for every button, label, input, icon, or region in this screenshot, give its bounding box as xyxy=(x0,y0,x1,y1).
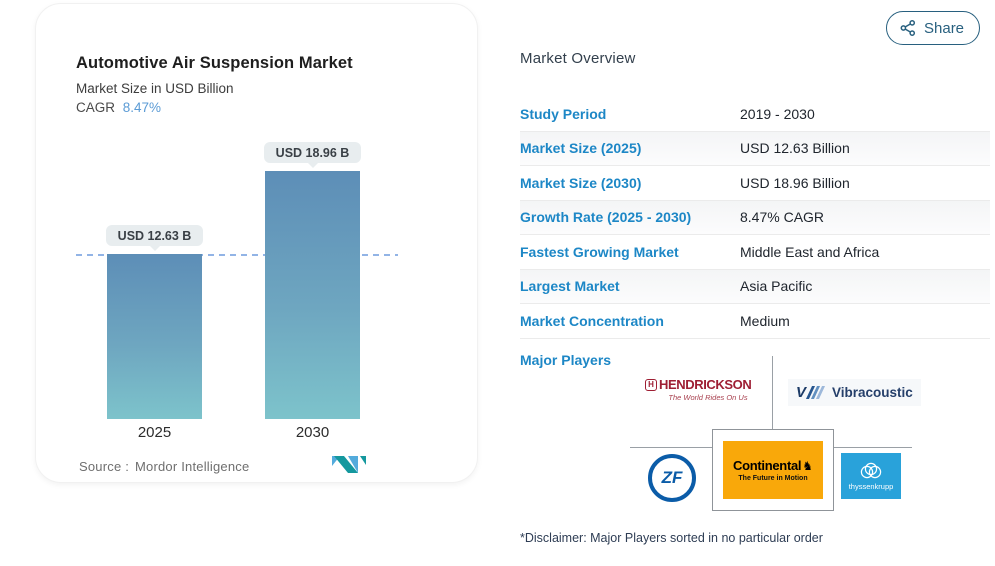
bar-value-text: USD 18.96 B xyxy=(275,145,350,160)
vibracoustic-logo: V Vibracoustic xyxy=(788,379,921,406)
bar-group-2030: USD 18.96 B xyxy=(264,142,361,419)
share-button-label: Share xyxy=(924,19,965,37)
bar-2025[interactable] xyxy=(107,254,202,419)
table-row: Largest Market Asia Pacific xyxy=(520,269,990,304)
source-line: Source : Mordor Intelligence xyxy=(79,459,249,474)
hendrickson-h-mark-icon: H xyxy=(645,378,657,391)
chart-title: Automotive Air Suspension Market xyxy=(76,54,353,72)
source-label: Source : xyxy=(79,459,130,474)
row-label[interactable]: Market Size (2030) xyxy=(520,174,642,191)
chart-cagr: CAGR 8.47% xyxy=(76,100,161,115)
overview-table: Study Period 2019 - 2030 Market Size (20… xyxy=(520,97,990,339)
overview-heading: Market Overview xyxy=(520,50,636,67)
zf-logo: ZF xyxy=(648,454,696,502)
zf-name: ZF xyxy=(661,468,683,487)
axis-label-2025: 2025 xyxy=(137,424,172,441)
row-value: 8.47% CAGR xyxy=(740,209,825,226)
chart-subtitle: Market Size in USD Billion xyxy=(76,81,234,96)
row-value: Asia Pacific xyxy=(740,278,813,295)
cagr-label: CAGR xyxy=(76,100,116,115)
cagr-value: 8.47% xyxy=(122,100,162,115)
major-players-label: Major Players xyxy=(520,352,612,368)
thyssenkrupp-name: thyssenkrupp xyxy=(848,481,894,491)
row-label[interactable]: Market Size (2025) xyxy=(520,140,642,157)
thyssenkrupp-logo: thyssenkrupp xyxy=(841,453,901,499)
table-row: Market Concentration Medium xyxy=(520,304,990,339)
players-center-box: Continental ♞ The Future in Motion xyxy=(712,429,834,511)
reference-dashed-line xyxy=(76,254,398,256)
players-disclaimer: *Disclaimer: Major Players sorted in no … xyxy=(520,531,823,545)
row-label[interactable]: Fastest Growing Market xyxy=(520,243,679,260)
axis-label-2030: 2030 xyxy=(295,424,330,441)
vibracoustic-v-icon: V xyxy=(796,384,826,401)
bar-value-label-2030: USD 18.96 B xyxy=(264,142,361,169)
bar-value-label-2025: USD 12.63 B xyxy=(106,225,203,252)
row-label[interactable]: Growth Rate (2025 - 2030) xyxy=(520,209,692,226)
source-value: Mordor Intelligence xyxy=(135,459,250,474)
row-value: 2019 - 2030 xyxy=(740,105,815,122)
hendrickson-tagline: The World Rides On Us xyxy=(668,393,748,402)
row-label[interactable]: Market Concentration xyxy=(520,312,664,329)
row-value: USD 18.96 Billion xyxy=(740,174,850,191)
players-connector-vertical xyxy=(772,356,773,430)
share-button[interactable]: Share xyxy=(886,11,981,45)
table-row: Fastest Growing Market Middle East and A… xyxy=(520,235,990,270)
row-label[interactable]: Study Period xyxy=(520,105,607,122)
continental-logo: Continental ♞ The Future in Motion xyxy=(723,441,823,499)
row-value: USD 12.63 Billion xyxy=(740,140,850,157)
chart-card: Automotive Air Suspension Market Market … xyxy=(35,3,478,483)
continental-horse-icon: ♞ xyxy=(802,458,813,473)
mordor-intelligence-logo-icon xyxy=(332,456,366,473)
row-value: Medium xyxy=(740,312,790,329)
share-icon xyxy=(900,20,916,36)
vibracoustic-name: Vibracoustic xyxy=(832,385,913,400)
hendrickson-name: HENDRICKSON xyxy=(659,377,752,392)
bar-2030[interactable] xyxy=(265,171,360,419)
continental-tagline: The Future in Motion xyxy=(738,475,808,482)
row-value: Middle East and Africa xyxy=(740,243,880,260)
row-label[interactable]: Largest Market xyxy=(520,278,620,295)
bar-group-2025: USD 12.63 B xyxy=(106,225,203,419)
bar-value-text: USD 12.63 B xyxy=(117,228,192,243)
table-row: Market Size (2030) USD 18.96 Billion xyxy=(520,166,990,201)
table-row: Market Size (2025) USD 12.63 Billion xyxy=(520,131,990,166)
thyssenkrupp-rings-icon xyxy=(860,462,882,478)
continental-name: Continental xyxy=(733,458,802,473)
table-row: Growth Rate (2025 - 2030) 8.47% CAGR xyxy=(520,200,990,235)
table-row: Study Period 2019 - 2030 xyxy=(520,97,990,132)
hendrickson-logo: H HENDRICKSON The World Rides On Us xyxy=(645,377,757,402)
